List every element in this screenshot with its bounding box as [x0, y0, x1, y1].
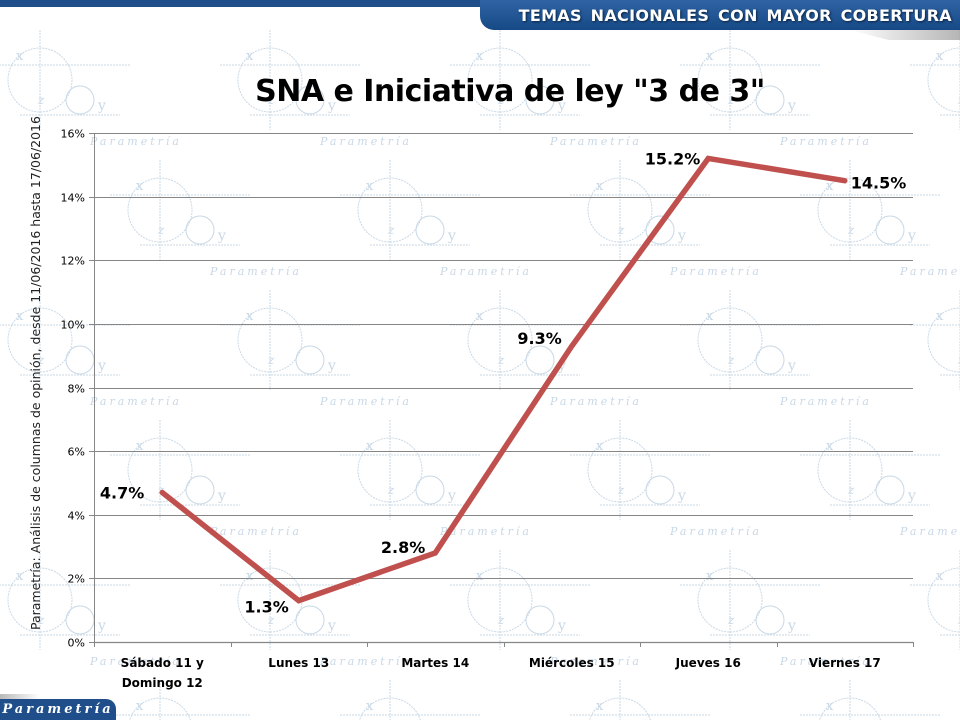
series: [159, 155, 848, 604]
axes: [89, 133, 914, 647]
y-tick-label: 0%: [68, 637, 85, 650]
x-tick-label-line: Martes 14: [401, 656, 469, 670]
x-tick-label: Lunes 13: [268, 656, 329, 670]
y-tick-label: 10%: [61, 319, 85, 332]
x-tick-label-line: Miércoles 15: [529, 656, 615, 670]
x-tick-label-line: Domingo 12: [122, 676, 203, 690]
header-banner: TEMAS NACIONALES CON MAYOR COBERTURA: [480, 0, 960, 30]
x-tick-label-line: Lunes 13: [268, 656, 329, 670]
y-tick-label: 8%: [68, 383, 85, 396]
x-tick-label-line: Viernes 17: [809, 656, 881, 670]
data-label: 9.3%: [517, 329, 561, 348]
data-label: 1.3%: [244, 598, 288, 617]
x-tick-label: Viernes 17: [809, 656, 881, 670]
y-tick-label: 16%: [61, 128, 85, 141]
footer-logo-text: Parametría: [2, 702, 114, 717]
data-label: 14.5%: [851, 174, 907, 193]
y-tick-label: 14%: [61, 192, 85, 205]
x-tick-label: Sábado 11 y Domingo 12: [121, 656, 204, 690]
data-label: 15.2%: [645, 149, 701, 168]
x-axis-tick-labels: Sábado 11 y Domingo 12 Lunes 13 Martes 14 Mi…: [121, 656, 881, 690]
header-title: TEMAS NACIONALES CON MAYOR COBERTURA: [518, 5, 952, 25]
footer-shadow: [0, 694, 40, 700]
x-tick-label: Miércoles 15: [529, 656, 615, 670]
y-tick-label: 12%: [61, 255, 85, 268]
data-labels: 4.7% 1.3% 2.8% 9.3% 15.2% 14.5%: [100, 149, 906, 616]
series-line: [159, 155, 848, 604]
y-tick-label: 6%: [68, 446, 85, 459]
chart-title: SNA e Iniciativa de ley "3 de 3": [255, 74, 765, 109]
x-tick-label-line: Jueves 16: [675, 656, 741, 670]
x-tick-label: Martes 14: [401, 656, 469, 670]
y-tick-label: 2%: [68, 573, 85, 586]
y-axis-tick-labels: 0% 2% 4% 6% 8% 10% 12% 14% 16%: [61, 128, 85, 650]
y-tick-label: 4%: [68, 510, 85, 523]
data-label: 2.8%: [381, 538, 425, 557]
footer-logo: Parametría: [0, 699, 116, 720]
data-label: 4.7%: [100, 483, 144, 502]
header-shadow: [850, 30, 960, 40]
x-tick-label: Jueves 16: [675, 656, 741, 670]
x-tick-label-line: Sábado 11 y: [121, 656, 204, 670]
gridlines: [94, 133, 913, 579]
